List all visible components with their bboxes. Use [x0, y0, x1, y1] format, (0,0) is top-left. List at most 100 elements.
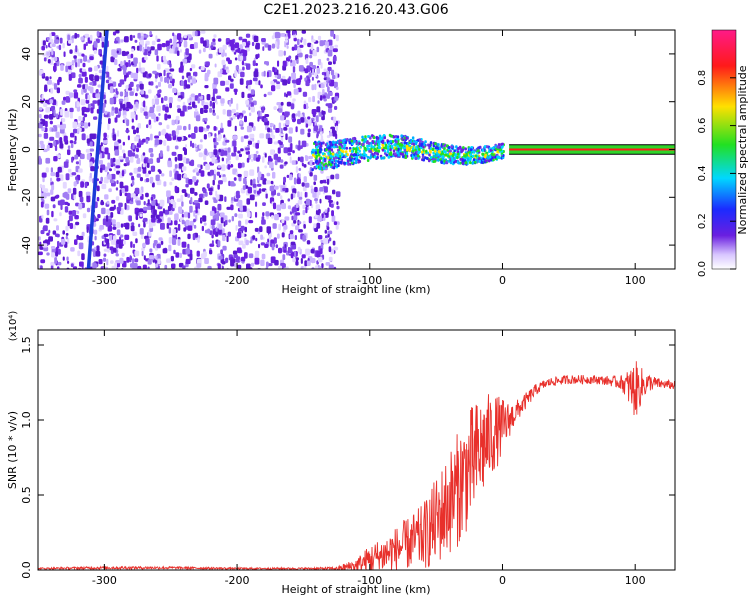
noise-speckle [41, 127, 46, 132]
x-tick-label: -200 [225, 574, 250, 587]
noise-speckle [272, 223, 277, 229]
noise-speckle [322, 89, 325, 95]
noise-speckle [185, 158, 190, 164]
noise-speckle [334, 44, 339, 48]
noise-speckle [171, 151, 177, 156]
noise-speckle [300, 191, 303, 199]
noise-speckle [287, 111, 290, 116]
noise-speckle [257, 171, 262, 178]
noise-speckle [100, 176, 103, 182]
noise-speckle [210, 219, 216, 226]
noise-speckle [191, 78, 197, 84]
noise-speckle [50, 172, 56, 177]
signal-speckle [343, 138, 346, 142]
signal-speckle [432, 160, 435, 163]
noise-speckle [50, 264, 54, 269]
noise-speckle [138, 62, 141, 69]
noise-speckle [287, 205, 291, 210]
signal-speckle [343, 161, 346, 165]
signal-speckle [325, 148, 328, 152]
noise-speckle [176, 50, 180, 56]
noise-speckle [194, 126, 198, 133]
noise-speckle [238, 36, 243, 41]
noise-speckle [142, 264, 147, 269]
noise-speckle [255, 150, 259, 154]
signal-speckle [312, 148, 315, 152]
noise-speckle [290, 193, 294, 200]
noise-speckle [49, 120, 53, 125]
noise-speckle [191, 64, 196, 69]
noise-speckle [211, 234, 214, 239]
noise-speckle [282, 60, 287, 67]
noise-speckle [290, 251, 294, 259]
noise-speckle [155, 116, 159, 122]
noise-speckle [252, 60, 256, 67]
noise-speckle [124, 96, 129, 103]
noise-speckle [250, 154, 254, 159]
noise-speckle [305, 198, 311, 206]
noise-speckle [110, 173, 116, 180]
noise-speckle [245, 100, 250, 105]
signal-speckle [343, 143, 347, 147]
noise-speckle [331, 69, 335, 76]
noise-speckle [220, 216, 224, 224]
signal-speckle [345, 150, 348, 154]
signal-speckle [352, 137, 355, 141]
signal-speckle [386, 145, 390, 149]
noise-speckle [101, 41, 105, 48]
noise-speckle [172, 87, 177, 93]
noise-speckle [185, 144, 187, 148]
noise-speckle [44, 203, 50, 209]
noise-speckle [167, 160, 173, 168]
signal-speckle [378, 142, 381, 146]
signal-speckle [372, 136, 376, 139]
signal-speckle [364, 138, 367, 142]
noise-speckle [327, 49, 333, 57]
noise-speckle [165, 40, 170, 48]
signal-speckle [415, 156, 418, 160]
noise-speckle [200, 107, 204, 114]
noise-speckle [193, 211, 196, 217]
signal-speckle [315, 159, 319, 163]
noise-speckle [177, 108, 182, 113]
noise-speckle [314, 214, 318, 219]
noise-speckle [274, 31, 280, 39]
noise-speckle [211, 224, 215, 230]
noise-speckle [280, 136, 284, 142]
signal-speckle [322, 163, 326, 167]
noise-speckle [228, 75, 232, 81]
noise-speckle [312, 50, 317, 57]
signal-speckle [354, 161, 358, 165]
noise-speckle [313, 125, 318, 132]
noise-speckle [183, 227, 187, 232]
noise-speckle [200, 30, 206, 34]
signal-speckle [461, 149, 464, 152]
signal-speckle [399, 142, 402, 146]
noise-speckle [151, 40, 156, 46]
noise-speckle [229, 39, 234, 47]
noise-speckle [251, 41, 255, 47]
signal-speckle [428, 153, 431, 157]
signal-speckle [392, 135, 396, 139]
signal-speckle [435, 154, 438, 158]
noise-speckle [248, 220, 254, 224]
noise-speckle [60, 199, 65, 205]
noise-speckle [218, 148, 221, 153]
signal-speckle [368, 149, 371, 153]
noise-speckle [73, 55, 77, 59]
noise-speckle [114, 149, 120, 156]
noise-speckle [199, 144, 203, 150]
noise-speckle [250, 106, 255, 113]
noise-speckle [53, 99, 57, 103]
noise-speckle [255, 237, 258, 242]
noise-speckle [145, 43, 148, 51]
noise-speckle [125, 222, 130, 230]
noise-speckle [203, 109, 208, 113]
noise-speckle [150, 46, 155, 51]
signal-speckle [338, 150, 341, 154]
noise-speckle [68, 39, 73, 44]
noise-speckle [153, 114, 157, 118]
noise-speckle [130, 241, 133, 248]
noise-speckle [140, 234, 144, 239]
